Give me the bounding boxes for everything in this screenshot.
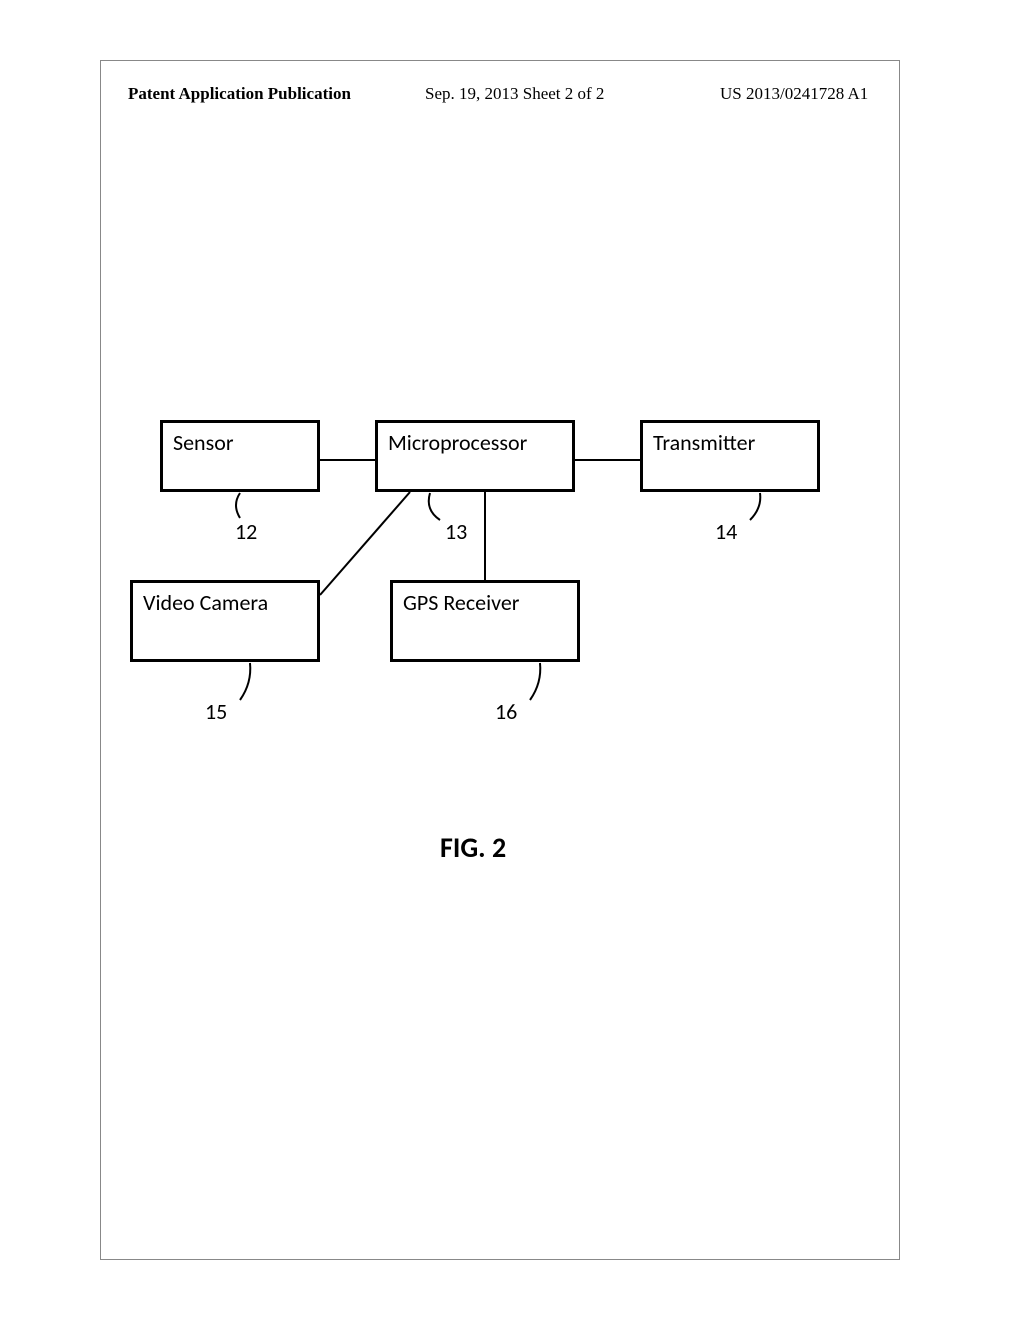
node-label: Sensor xyxy=(173,429,234,456)
node-microprocessor: Microprocessor xyxy=(375,420,575,492)
node-label: Microprocessor xyxy=(388,429,527,456)
header-date-sheet: Sep. 19, 2013 Sheet 2 of 2 xyxy=(425,84,604,104)
node-transmitter: Transmitter xyxy=(640,420,820,492)
node-label: Video Camera xyxy=(143,589,268,616)
block-diagram: Sensor Microprocessor Transmitter Video … xyxy=(130,420,890,840)
ref-14: 14 xyxy=(715,518,737,545)
node-label: Transmitter xyxy=(653,429,755,456)
node-sensor: Sensor xyxy=(160,420,320,492)
ref-13: 13 xyxy=(445,518,467,545)
ref-16: 16 xyxy=(495,698,517,725)
node-gps-receiver: GPS Receiver xyxy=(390,580,580,662)
figure-caption: FIG. 2 xyxy=(440,830,506,865)
header-publication: Patent Application Publication xyxy=(128,84,351,104)
ref-12: 12 xyxy=(235,518,257,545)
node-video-camera: Video Camera xyxy=(130,580,320,662)
node-label: GPS Receiver xyxy=(403,589,519,616)
header-pubnumber: US 2013/0241728 A1 xyxy=(720,84,868,104)
ref-15: 15 xyxy=(205,698,227,725)
